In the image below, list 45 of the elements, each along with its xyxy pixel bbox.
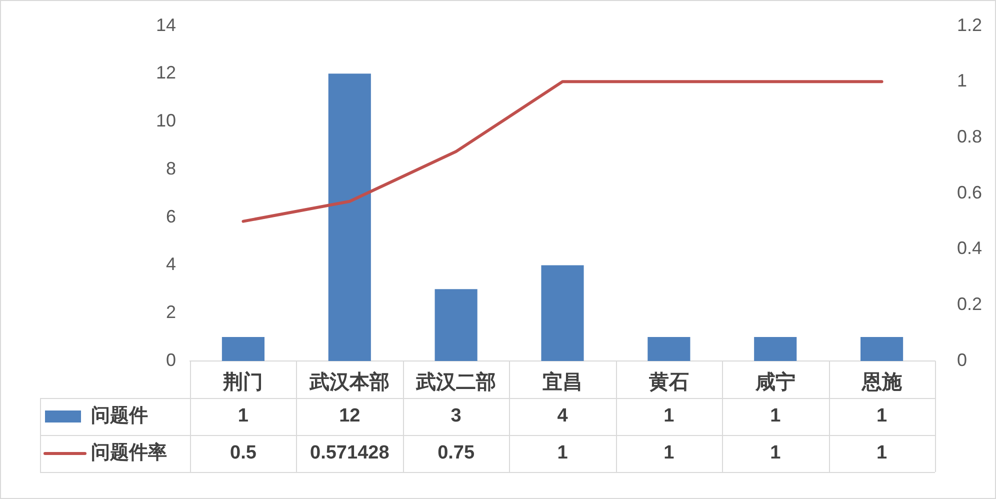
data-label: 4 (557, 406, 568, 427)
data-label: 12 (339, 406, 360, 427)
y-tick-label: 0 (166, 350, 176, 370)
legend-label: 问题件 (91, 404, 148, 427)
data-label: 1 (238, 406, 249, 427)
x-tick-label: 咸宁 (754, 370, 796, 394)
x-tick-label: 宜昌 (542, 370, 582, 394)
y2-tick-label: 1 (957, 70, 968, 91)
x-tick-label: 武汉本部 (308, 370, 390, 394)
data-label: 1 (770, 442, 782, 464)
x-tick-label: 荆门 (222, 370, 264, 394)
x-tick-label: 恩施 (860, 370, 902, 394)
y2-tick-label: 0.2 (957, 294, 982, 314)
data-label: 1 (557, 442, 568, 464)
y-tick-label: 14 (156, 14, 176, 35)
data-label: 1 (664, 406, 675, 427)
y-tick-label: 8 (166, 158, 176, 178)
data-label: 0.5 (230, 442, 257, 464)
x-tick-label: 武汉二部 (415, 370, 496, 394)
data-label: 1 (770, 406, 782, 427)
data-label: 3 (450, 406, 462, 427)
y-tick-label: 4 (166, 254, 176, 274)
data-label: 1 (876, 442, 888, 464)
bar (434, 289, 478, 361)
y-tick-label: 12 (156, 62, 176, 83)
bar (648, 337, 690, 361)
bar (541, 265, 584, 361)
y-tick-label: 2 (166, 302, 176, 322)
y2-tick-label: 0.4 (957, 238, 982, 258)
y2-tick-label: 0.8 (957, 126, 982, 146)
y-tick-label: 10 (156, 110, 176, 131)
bar (222, 337, 264, 361)
bar (754, 337, 797, 361)
y2-tick-label: 0 (957, 350, 968, 370)
y-tick-label: 6 (166, 206, 176, 226)
data-label: 0.571428 (310, 442, 390, 464)
y2-tick-label: 1.2 (957, 14, 982, 35)
data-label: 0.75 (438, 442, 475, 464)
x-tick-label: 黄石 (648, 372, 689, 394)
bar (860, 337, 904, 361)
data-label: 1 (664, 442, 675, 464)
bar (328, 74, 371, 361)
data-label: 1 (876, 406, 888, 427)
legend-label: 问题件率 (91, 442, 167, 464)
y2-tick-label: 0.6 (957, 182, 982, 202)
